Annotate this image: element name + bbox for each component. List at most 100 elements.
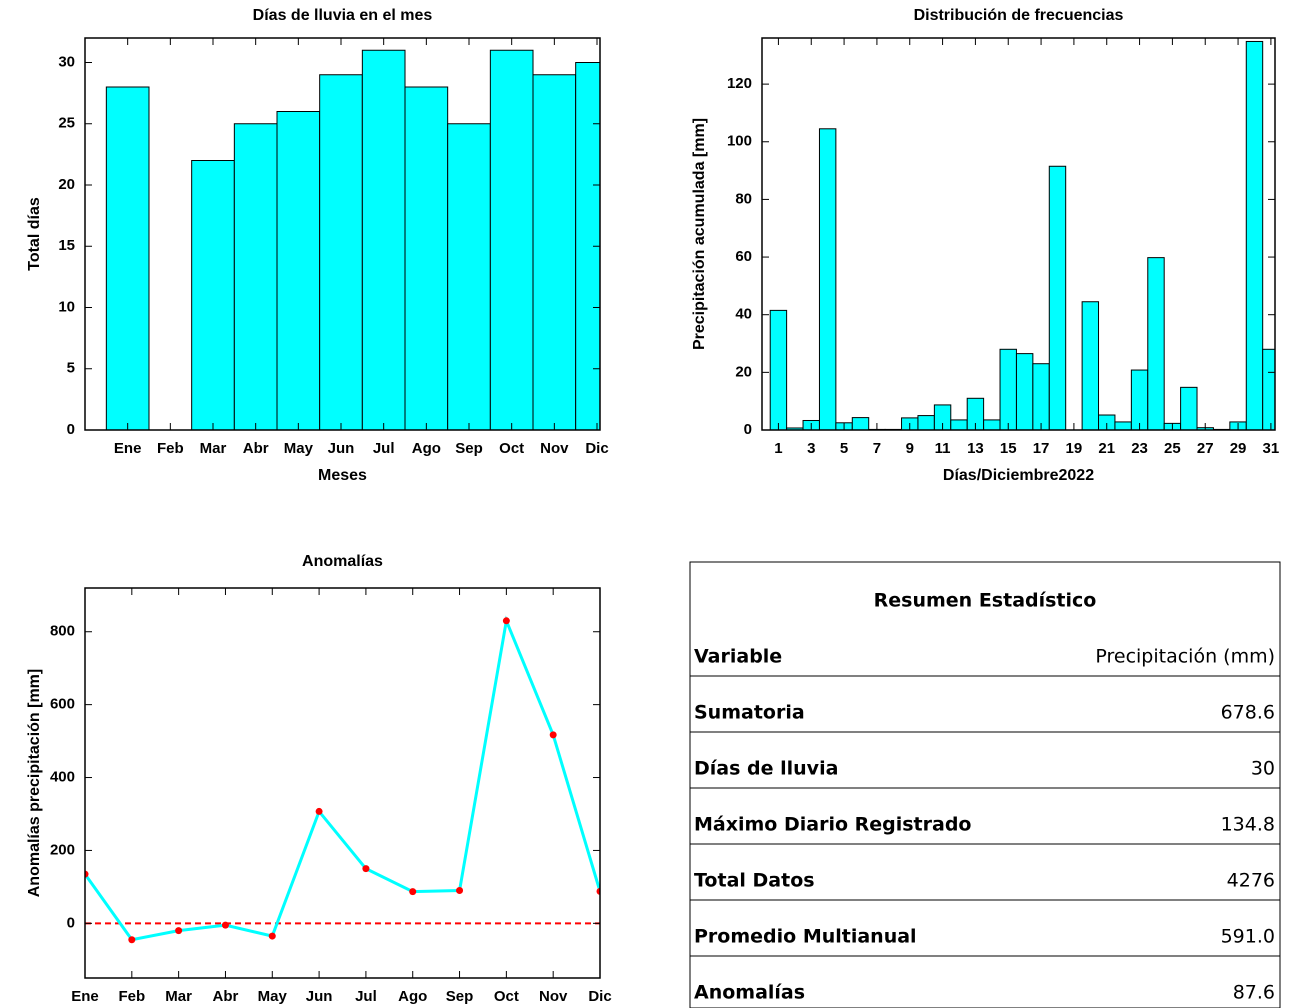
bar <box>1048 165 1067 430</box>
bar <box>1262 348 1275 430</box>
bar <box>361 49 406 430</box>
row-value: 4276 <box>1227 870 1275 892</box>
x-tick-label: Nov <box>539 988 568 1005</box>
y-tick-label: 0 <box>67 421 75 438</box>
line <box>85 615 600 942</box>
bar <box>1081 301 1100 430</box>
plot-frame <box>84 587 601 979</box>
x-tick-label: Mar <box>200 440 227 457</box>
x-tick-label: Abr <box>243 440 269 457</box>
point <box>221 921 229 929</box>
bar <box>999 348 1017 430</box>
x-tick-label: Feb <box>118 988 145 1005</box>
point <box>268 932 276 940</box>
chart-title: Anomalías <box>302 553 383 570</box>
y-tick-label: 60 <box>735 248 752 265</box>
table-title: Resumen Estadístico <box>874 590 1097 612</box>
summary-table: Resumen Estadístico Variable Precipitación… <box>690 590 1280 1004</box>
x-tick-label: Feb <box>157 440 184 457</box>
bar <box>233 123 278 430</box>
x-tick-label: Jun <box>328 440 355 457</box>
y-tick-label: 5 <box>67 360 75 377</box>
row-label: Variable <box>694 646 782 668</box>
bar <box>1147 257 1165 430</box>
bar <box>447 123 491 430</box>
point <box>502 617 510 625</box>
row-label: Total Datos <box>694 870 815 892</box>
x-tick-label: 21 <box>1098 440 1115 457</box>
row-label: Anomalías <box>694 982 805 1004</box>
point <box>85 870 89 878</box>
x-tick-label: Jul <box>373 440 395 457</box>
bar <box>191 160 235 430</box>
x-tick-label: 1 <box>774 440 782 457</box>
point <box>456 887 464 895</box>
x-tick-label: 11 <box>935 440 951 457</box>
point <box>315 807 323 815</box>
x-axis-label: Días/Diciembre2022 <box>943 467 1094 484</box>
bar <box>1114 421 1132 430</box>
bar <box>489 49 534 430</box>
x-tick-label: 29 <box>1230 440 1247 457</box>
y-tick-label: 100 <box>727 133 752 150</box>
y-tick-label: 30 <box>58 53 75 70</box>
bar <box>769 309 788 430</box>
bar <box>105 86 150 430</box>
row-label: Máximo Diario Registrado <box>694 814 972 836</box>
bar <box>1130 369 1149 430</box>
y-tick-label: 40 <box>735 306 752 323</box>
x-tick-label: Jul <box>355 988 377 1005</box>
x-tick-label: Sep <box>455 440 483 457</box>
bar <box>917 415 935 430</box>
bar <box>319 74 363 430</box>
x-tick-label: May <box>284 440 314 457</box>
x-axis-label: Meses <box>318 467 367 484</box>
x-tick-label: Jun <box>306 988 333 1005</box>
x-tick-label: Ene <box>71 988 99 1005</box>
x-tick-label: Ago <box>412 440 441 457</box>
x-tick-label: Nov <box>540 440 569 457</box>
plot-frame <box>84 37 601 431</box>
x-tick-label: 3 <box>807 440 815 457</box>
bar <box>966 397 985 430</box>
y-tick-label: 20 <box>735 363 752 380</box>
x-tick-label: May <box>258 988 288 1005</box>
y-axis-label: Anomalías precipitación [mm] <box>26 669 43 898</box>
x-tick-label: 25 <box>1164 440 1181 457</box>
y-axis-label: Precipitación acumulada [mm] <box>691 118 708 350</box>
x-tick-label: 9 <box>906 440 914 457</box>
x-tick-label: Mar <box>165 988 192 1005</box>
x-tick-label: 23 <box>1131 440 1148 457</box>
bar <box>1180 386 1198 430</box>
bar <box>404 86 449 430</box>
bar <box>851 417 870 430</box>
bar <box>1245 40 1264 430</box>
x-tick-label: Ago <box>398 988 427 1005</box>
y-tick-label: 800 <box>50 623 75 640</box>
point <box>362 865 370 873</box>
row-value: 678.6 <box>1221 702 1275 724</box>
x-tick-label: 17 <box>1033 440 1050 457</box>
x-tick-label: Oct <box>499 440 524 457</box>
chart-title: Distribución de frecuencias <box>914 7 1124 24</box>
bar <box>276 111 321 430</box>
x-tick-label: 13 <box>967 440 984 457</box>
row-value: 134.8 <box>1221 814 1275 836</box>
plot-area <box>105 49 600 430</box>
x-tick-label: Dic <box>585 440 608 457</box>
y-tick-label: 120 <box>727 75 752 92</box>
y-tick-label: 80 <box>735 190 752 207</box>
x-tick-label: Ene <box>114 440 142 457</box>
chart: Días de lluvia en el mes Total días Meses 0… <box>26 7 608 484</box>
point <box>549 731 557 739</box>
row-label: Días de lluvia <box>694 758 838 780</box>
x-tick-label: 5 <box>840 440 848 457</box>
y-tick-label: 25 <box>58 115 75 132</box>
point <box>596 887 600 895</box>
row-label: Promedio Multianual <box>694 926 917 948</box>
x-tick-label: 31 <box>1263 440 1280 457</box>
bar <box>532 74 577 430</box>
y-tick-label: 200 <box>50 841 75 858</box>
x-tick-label: 15 <box>1000 440 1017 457</box>
